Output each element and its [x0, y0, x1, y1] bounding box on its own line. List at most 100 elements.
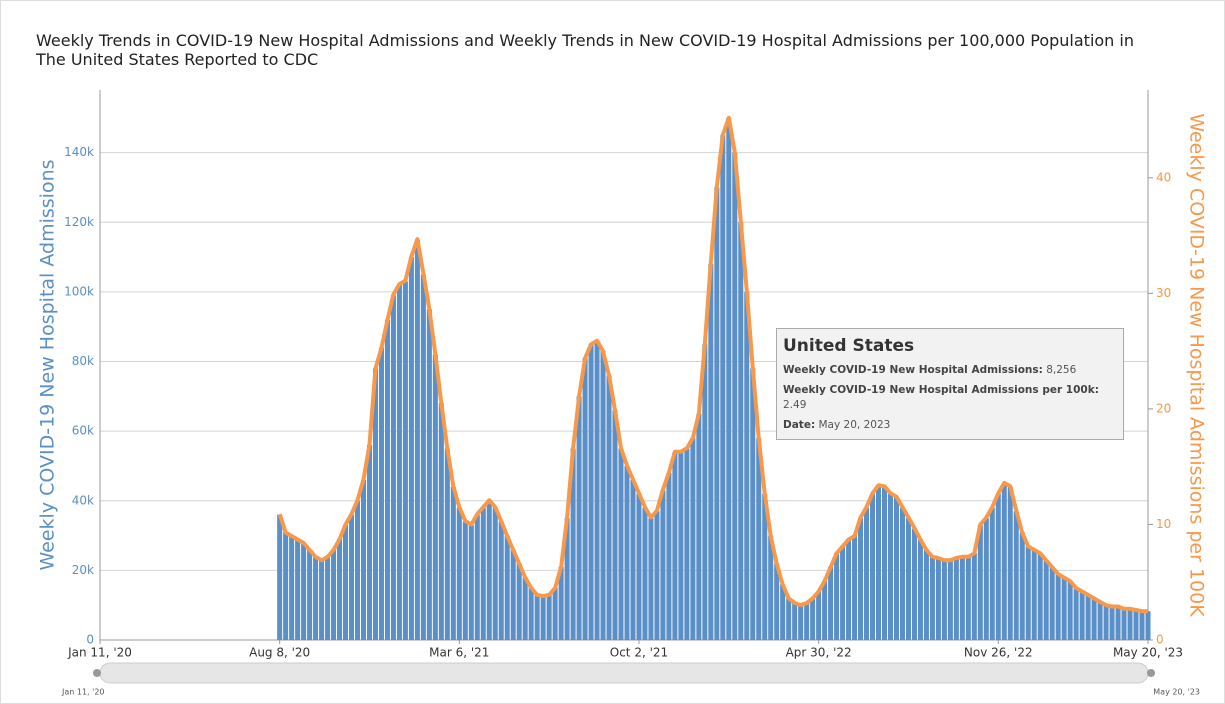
y2-tick-label: 0	[1156, 633, 1164, 647]
bar	[720, 135, 726, 640]
bar	[1067, 580, 1073, 640]
bar	[1043, 559, 1049, 640]
bar	[540, 596, 546, 640]
bar	[959, 556, 965, 640]
bar	[1001, 483, 1007, 640]
bar	[564, 518, 570, 640]
bar	[606, 375, 612, 640]
bar	[953, 558, 959, 640]
bar	[277, 514, 283, 640]
bar	[744, 291, 750, 640]
bar	[666, 472, 672, 640]
bar	[546, 594, 552, 640]
range-slider[interactable]	[99, 662, 1149, 684]
slider-handle[interactable]	[1147, 669, 1155, 677]
bar	[319, 559, 325, 640]
bar	[672, 452, 678, 640]
y2-tick-label: 20	[1156, 401, 1171, 415]
bar	[600, 351, 606, 640]
bar	[750, 368, 756, 640]
bar	[732, 152, 738, 640]
bar	[510, 549, 516, 640]
x-tick-label: Nov 26, '22	[964, 646, 1033, 660]
bar	[432, 354, 438, 640]
y-tick-label: 100k	[64, 284, 94, 298]
bar	[486, 500, 492, 640]
bar	[289, 535, 295, 640]
bar	[1037, 552, 1043, 640]
bar	[684, 448, 690, 640]
bar	[935, 558, 941, 640]
bar	[1121, 608, 1127, 640]
bar	[588, 344, 594, 640]
bar	[301, 542, 307, 640]
bar	[331, 549, 337, 640]
bar	[690, 438, 696, 640]
bar	[474, 514, 480, 640]
bar	[762, 493, 768, 640]
bar	[378, 347, 384, 640]
bar	[1115, 606, 1121, 640]
bar	[343, 525, 349, 640]
bar	[456, 507, 462, 640]
tooltip-row: Weekly COVID-19 New Hospital Admissions:…	[783, 363, 1119, 378]
bar	[1049, 566, 1055, 640]
bar	[965, 556, 971, 640]
bar	[738, 222, 744, 640]
bar	[708, 264, 714, 640]
bar	[1085, 594, 1091, 640]
rate-line	[277, 115, 1149, 614]
tooltip-title: United States	[783, 336, 915, 356]
bar	[594, 340, 600, 640]
slider-end-label: May 20, '23	[1153, 688, 1200, 697]
tooltip-row: Date: May 20, 2023	[783, 418, 1119, 433]
bar	[983, 518, 989, 640]
bar	[858, 518, 864, 640]
bar	[810, 598, 816, 640]
bar	[480, 507, 486, 640]
x-tick-label: Jan 11, '20	[67, 646, 132, 660]
bar	[402, 281, 408, 640]
bar	[516, 563, 522, 640]
bar	[881, 486, 888, 640]
bar	[798, 605, 804, 640]
tooltip: United States Weekly COVID-19 New Hospit…	[776, 328, 1124, 440]
tooltip-value: May 20, 2023	[818, 419, 891, 431]
bar	[977, 525, 983, 640]
bar	[947, 559, 953, 640]
bar	[408, 257, 414, 640]
bar	[917, 539, 923, 640]
bar	[774, 563, 780, 640]
bar	[522, 577, 528, 640]
bar	[1091, 598, 1097, 640]
bar	[911, 528, 917, 640]
bar	[438, 403, 444, 640]
bar	[1127, 608, 1133, 640]
bar	[462, 521, 468, 640]
bar	[923, 549, 929, 640]
bar	[498, 521, 504, 640]
slider-handle[interactable]	[93, 669, 101, 677]
bar	[756, 438, 762, 640]
bar	[648, 518, 654, 640]
bar	[792, 603, 798, 640]
bar	[414, 239, 420, 641]
bar	[325, 556, 331, 640]
bar	[313, 556, 319, 640]
bar	[307, 549, 313, 640]
bar	[384, 319, 390, 640]
x-tick-label: Oct 2, '21	[610, 646, 668, 660]
bar	[804, 603, 810, 640]
tooltip-row: Weekly COVID-19 New Hospital Admissions …	[783, 383, 1119, 413]
bar	[887, 493, 894, 640]
y-tick-label: 40k	[72, 493, 94, 507]
bar	[372, 368, 378, 640]
y-tick-label: 0	[86, 633, 94, 647]
bar	[624, 465, 630, 640]
bar	[552, 587, 558, 640]
bar	[768, 535, 774, 640]
y-tick-label: 60k	[72, 424, 94, 438]
bar	[875, 485, 882, 640]
bar	[504, 535, 510, 640]
